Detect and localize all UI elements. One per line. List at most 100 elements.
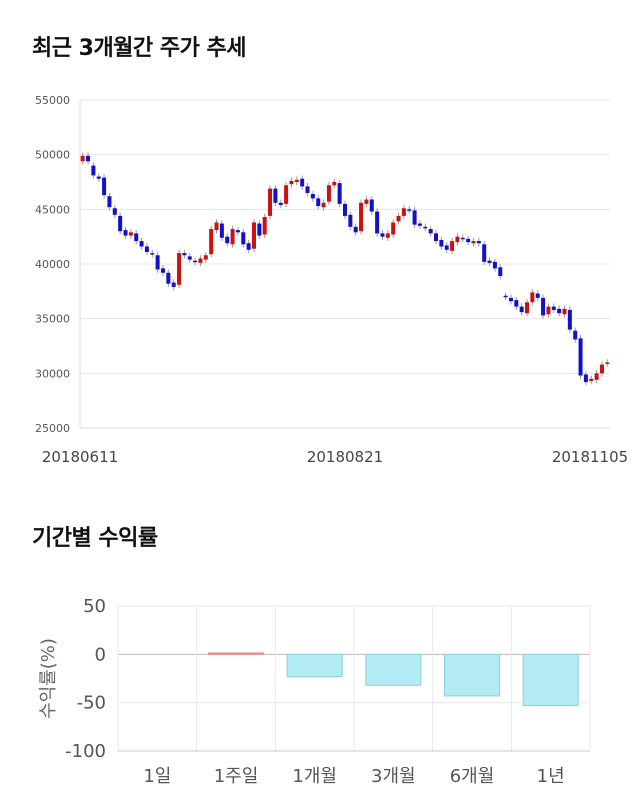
candle-body — [482, 244, 487, 262]
returns-x-tick-label: 1일 — [143, 766, 171, 787]
candle-body — [412, 210, 417, 225]
candle-body — [359, 202, 364, 232]
candle-body — [434, 233, 439, 242]
candle-body — [257, 223, 262, 236]
candle-body — [251, 222, 256, 249]
candle-body — [583, 374, 588, 383]
candle-body — [407, 209, 412, 211]
candle-body — [209, 229, 214, 255]
candle-body — [396, 215, 401, 222]
candle-body — [187, 256, 192, 260]
returns-x-tick-label: 6개월 — [450, 766, 495, 787]
candle-body — [439, 239, 444, 247]
price-y-tick-label: 35000 — [35, 313, 70, 326]
candle-body — [466, 238, 471, 243]
candle-body — [417, 223, 422, 226]
candle-body — [594, 373, 599, 380]
price-trend-title: 최근 3개월간 주가 추세 — [32, 36, 246, 61]
candle-body — [444, 245, 449, 250]
candle-body — [278, 202, 283, 205]
candle-body — [476, 241, 481, 244]
candle-body — [503, 295, 508, 298]
candle-body — [567, 309, 572, 330]
candle-body — [268, 188, 273, 216]
candle-body — [144, 246, 149, 252]
candle-body — [241, 232, 246, 245]
candle-body — [171, 282, 176, 287]
candle-body — [112, 208, 117, 215]
candle-body — [203, 255, 208, 260]
candle-body — [102, 177, 107, 196]
candle-body — [519, 306, 524, 313]
returns-bar — [522, 653, 579, 707]
candle-body — [273, 188, 278, 203]
returns-bar — [365, 653, 422, 686]
returns-y-tick-label: -50 — [77, 693, 106, 714]
candle-body — [348, 214, 353, 227]
returns-x-tick-label: 1주일 — [214, 766, 259, 787]
candle-body — [225, 236, 230, 244]
candle-body — [428, 229, 433, 234]
candle-body — [86, 155, 91, 162]
candle-body — [139, 241, 144, 247]
candlestick-chart: 55000 50000 45000 40000 35000 30000 25000 20180… — [35, 94, 628, 466]
candle-body — [557, 308, 562, 314]
candle-body — [246, 243, 251, 250]
candle-body — [193, 260, 198, 263]
candle-body — [305, 186, 310, 193]
price-x-tick-label: 20180611 — [42, 448, 118, 466]
candle-body — [284, 185, 289, 204]
returns-x-tick-label: 1년 — [537, 766, 565, 787]
candle-body — [91, 165, 96, 176]
candle-body — [107, 196, 112, 208]
candle-body — [492, 261, 497, 269]
candle-body — [128, 232, 133, 236]
candle-body — [573, 330, 578, 340]
returns-x-tick-label: 3개월 — [371, 766, 416, 787]
candle-body — [460, 237, 465, 240]
candle-body — [498, 267, 503, 277]
price-y-tick-label: 50000 — [35, 149, 70, 162]
candle-body — [289, 180, 294, 185]
price-y-tick-label: 40000 — [35, 258, 70, 271]
price-y-tick-label: 45000 — [35, 203, 70, 216]
candle-body — [294, 179, 299, 182]
candle-body — [326, 185, 331, 202]
candle-body — [487, 260, 492, 263]
candle-body — [391, 222, 396, 235]
candle-body — [160, 268, 165, 273]
candle-body — [182, 253, 187, 256]
candle-body — [337, 183, 342, 204]
price-y-tick-label: 30000 — [35, 367, 70, 380]
candle-body — [423, 226, 428, 229]
candle-body — [332, 182, 337, 186]
candle-body — [353, 226, 358, 233]
candle-body — [134, 233, 139, 242]
returns-y-tick-label: 50 — [83, 596, 106, 617]
candle-body — [599, 364, 604, 374]
price-y-tick-label: 55000 — [35, 94, 70, 107]
price-x-tick-label: 20180821 — [307, 448, 383, 466]
candle-body — [219, 223, 224, 238]
returns-x-tick-label: 1개월 — [292, 766, 337, 787]
returns-bar — [286, 653, 343, 678]
candle-body — [80, 155, 85, 162]
candle-body — [198, 258, 203, 263]
returns-bar — [207, 652, 265, 655]
candle-body — [401, 208, 406, 216]
candle-body — [605, 362, 610, 364]
candle-body — [230, 229, 235, 245]
candle-body — [385, 233, 390, 238]
candle-body — [455, 236, 460, 243]
candle-body — [375, 211, 380, 234]
candle-body — [321, 202, 326, 208]
candle-body — [316, 198, 321, 207]
candle-body — [166, 272, 171, 284]
candle-body — [262, 216, 267, 235]
returns-bar — [443, 653, 501, 697]
returns-y-tick-label: 0 — [95, 644, 106, 665]
candle-body — [471, 241, 476, 244]
candle-body — [589, 378, 594, 381]
candle-body — [578, 338, 583, 376]
